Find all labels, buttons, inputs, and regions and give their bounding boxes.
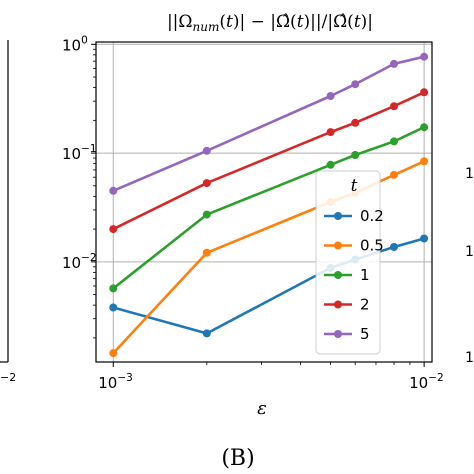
plot-frame (95, 41, 433, 363)
data-point (326, 160, 335, 169)
data-point (420, 88, 429, 97)
data-point (420, 52, 429, 61)
data-point (109, 225, 118, 234)
data-point (202, 329, 211, 338)
legend-swatch-marker (334, 330, 342, 338)
x-tick-label: 10−2 (409, 372, 444, 392)
series-line (112, 91, 425, 231)
plot-area: 100 10−1 10−2 10−3 10−2 (62, 34, 444, 392)
legend-label: 2 (360, 296, 370, 314)
legend-label: 1 (360, 266, 370, 284)
legend-swatch-marker (334, 271, 342, 279)
data-point (326, 92, 335, 100)
data-point (420, 157, 429, 166)
x-axis-label: ε (257, 398, 267, 419)
legend-swatch-marker (334, 241, 342, 250)
data-point (109, 284, 118, 293)
data-point (109, 303, 118, 312)
panel-caption: (B) (221, 446, 254, 471)
data-point (109, 349, 118, 358)
series-2 (109, 88, 429, 234)
legend-label: 0.5 (360, 237, 384, 255)
data-point (202, 179, 211, 188)
legend-label: 0.2 (360, 207, 384, 225)
data-point (390, 102, 398, 111)
legend-entry: 2 (324, 296, 370, 314)
gridlines (96, 42, 432, 362)
y-tick-label: 10−1 (62, 143, 97, 163)
series-line (112, 126, 425, 290)
chart-title: ||Ωnum(t)| − |Ω̂(t)||/|Ω̂(t)| (167, 12, 373, 34)
left-panel-remnant: −2 (0, 40, 16, 384)
legend-entry: 5 (324, 325, 370, 343)
data-point (390, 170, 398, 179)
data-point (390, 59, 398, 68)
data-point (202, 248, 211, 257)
x-tick-label: 10−3 (98, 372, 133, 392)
legend-swatch-marker (334, 212, 342, 220)
right-panel-tick: 1 (465, 244, 474, 260)
data-point (420, 234, 429, 243)
data-point (202, 210, 211, 219)
data-point (351, 80, 360, 89)
legend-box (315, 170, 381, 355)
data-point (351, 118, 360, 127)
data-point (202, 146, 211, 155)
legend-title: t (351, 176, 358, 196)
left-panel-tick: −2 (0, 371, 16, 384)
y-tick-label: 10−2 (62, 252, 97, 272)
legend-entry: 1 (324, 266, 370, 284)
legend-entry: 0.5 (324, 237, 384, 255)
series-5 (109, 52, 429, 195)
data-point (351, 151, 360, 159)
right-panel-remnant: 1 1 1 (465, 166, 474, 366)
series-line (112, 55, 425, 192)
legend-entry: 0.2 (324, 207, 384, 225)
major-ticks (91, 43, 425, 367)
y-tick-label: 100 (62, 34, 88, 54)
right-panel-tick: 1 (465, 350, 474, 366)
data-point (390, 137, 398, 146)
legend-swatch-marker (334, 300, 342, 309)
right-panel-tick: 1 (465, 166, 474, 182)
data-point (420, 123, 429, 132)
series-1 (109, 123, 429, 293)
legend: t0.2 0.5 1 2 5 (315, 170, 384, 355)
data-point (109, 186, 118, 195)
data-point (390, 243, 398, 251)
data-point (326, 128, 335, 137)
tick-labels: 100 10−1 10−2 10−3 10−2 (62, 34, 444, 392)
legend-label: 5 (360, 325, 370, 343)
